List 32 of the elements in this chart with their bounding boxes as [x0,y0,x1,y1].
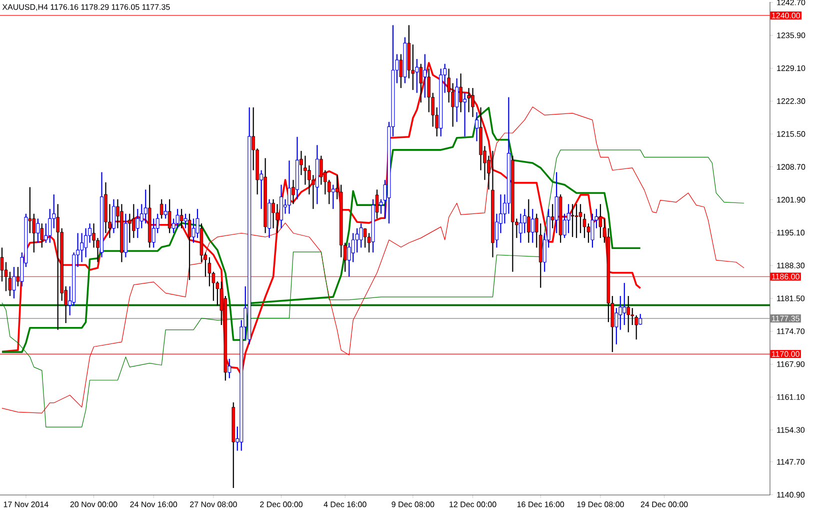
x-tick-label: 19 Dec 08:00 [577,502,624,508]
y-tick-label: 1174.70 [777,328,805,334]
y-tick-label: 1201.90 [777,196,806,203]
y-tick-label: 1154.30 [777,427,805,433]
ref-line-label: 1186.00 [772,274,800,280]
x-tick-label: 17 Nov 2014 [4,502,48,508]
y-tick-label: 1215.50 [777,131,806,137]
y-tick-label: 1147.70 [777,459,805,465]
y-tick-label: 1195.10 [777,230,805,236]
chart-title: XAUUSD,H4 1176.16 1178.29 1176.05 1177.35 [2,4,170,11]
x-tick-label: 4 Dec 16:00 [324,502,366,508]
x-tick-label: 16 Dec 16:00 [517,502,564,508]
x-tick-label: 9 Dec 08:00 [392,502,434,508]
x-tick-label: 12 Dec 00:00 [450,502,496,508]
y-tick-label: 1229.10 [777,65,806,72]
y-tick-label: 1140.90 [777,492,805,498]
x-tick-label: 27 Nov 08:00 [190,502,237,508]
y-tick-label: 1235.90 [777,32,806,38]
ref-line-label: 1170.00 [772,351,800,357]
y-tick-label: 1242.70 [777,0,806,6]
ref-line-label: 1177.35 [772,316,800,322]
x-tick-label: 24 Nov 16:00 [130,502,178,508]
y-tick-label: 1222.30 [777,98,806,104]
x-tick-label: 20 Nov 00:00 [70,502,118,508]
y-tick-label: 1188.30 [777,262,805,268]
y-tick-label: 1161.10 [777,394,805,400]
x-tick-label: 24 Dec 00:00 [640,502,688,508]
y-tick-label: 1167.90 [777,361,805,367]
y-tick-label: 1208.70 [777,164,806,170]
ref-line-label: 1240.00 [772,12,800,18]
y-tick-label: 1181.50 [777,296,805,302]
x-tick-label: 2 Dec 00:00 [260,502,303,508]
